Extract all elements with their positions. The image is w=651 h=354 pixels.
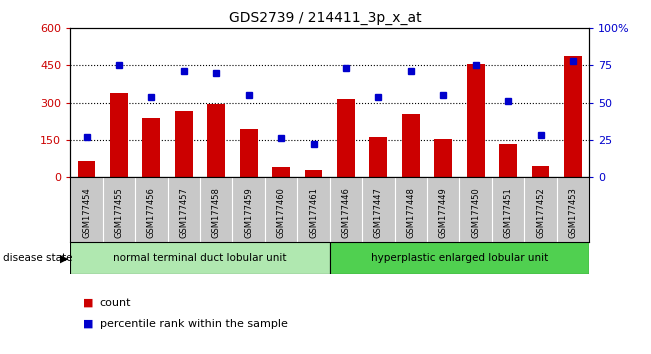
Bar [305, 170, 322, 177]
Text: GSM177449: GSM177449 [439, 187, 448, 238]
Text: GSM177453: GSM177453 [568, 187, 577, 238]
Bar [272, 167, 290, 177]
Text: disease state: disease state [3, 253, 73, 263]
Text: count: count [100, 298, 131, 308]
Bar [467, 64, 484, 177]
Text: GSM177452: GSM177452 [536, 187, 545, 238]
Text: GDS2739 / 214411_3p_x_at: GDS2739 / 214411_3p_x_at [229, 11, 422, 25]
Bar [175, 111, 193, 177]
Text: GSM177447: GSM177447 [374, 187, 383, 238]
Bar [499, 144, 517, 177]
Text: ■: ■ [83, 319, 94, 329]
Text: GSM177458: GSM177458 [212, 187, 221, 238]
Bar [370, 137, 387, 177]
Bar [337, 99, 355, 177]
Bar [110, 93, 128, 177]
Text: ▶: ▶ [59, 253, 68, 263]
Text: GSM177456: GSM177456 [147, 187, 156, 238]
Text: GSM177459: GSM177459 [244, 187, 253, 238]
Text: GSM177451: GSM177451 [504, 187, 512, 238]
Bar [402, 114, 420, 177]
Text: GSM177455: GSM177455 [115, 187, 124, 238]
Text: percentile rank within the sample: percentile rank within the sample [100, 319, 288, 329]
Text: GSM177457: GSM177457 [179, 187, 188, 238]
Bar [240, 129, 258, 177]
Text: ■: ■ [83, 298, 94, 308]
Text: GSM177450: GSM177450 [471, 187, 480, 238]
Text: GSM177461: GSM177461 [309, 187, 318, 238]
Text: hyperplastic enlarged lobular unit: hyperplastic enlarged lobular unit [371, 253, 548, 263]
Text: GSM177460: GSM177460 [277, 187, 286, 238]
Bar [329, 242, 589, 274]
Bar [532, 166, 549, 177]
Bar [207, 104, 225, 177]
Text: GSM177454: GSM177454 [82, 187, 91, 238]
Bar [434, 139, 452, 177]
Bar [77, 161, 96, 177]
Text: GSM177446: GSM177446 [341, 187, 350, 238]
Bar [143, 118, 160, 177]
Text: normal terminal duct lobular unit: normal terminal duct lobular unit [113, 253, 287, 263]
Bar [70, 242, 329, 274]
Bar [564, 56, 582, 177]
Text: GSM177448: GSM177448 [406, 187, 415, 238]
